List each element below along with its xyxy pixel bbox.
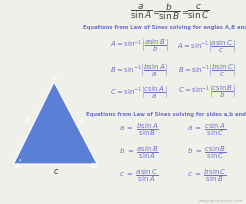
Text: b: b bbox=[25, 116, 30, 125]
Text: $a \ = \ \dfrac{b\sin A}{\sin B}$: $a \ = \ \dfrac{b\sin A}{\sin B}$ bbox=[119, 122, 159, 137]
Text: $c \ = \ \dfrac{b\sin C}{\sin B}$: $c \ = \ \dfrac{b\sin C}{\sin B}$ bbox=[187, 167, 226, 183]
Text: $C = \sin^{-1}\!\left[\dfrac{c\sin A}{a}\right]$: $C = \sin^{-1}\!\left[\dfrac{c\sin A}{a}… bbox=[110, 84, 168, 100]
Text: easycalculation.com: easycalculation.com bbox=[199, 198, 244, 202]
Text: $\dfrac{b}{\sin B}$: $\dfrac{b}{\sin B}$ bbox=[158, 1, 181, 22]
Text: Equations from Law of Sines solving for angles A,B and C: Equations from Law of Sines solving for … bbox=[83, 25, 246, 30]
Text: $B = \sin^{-1}\!\left[\dfrac{b\sin A}{a}\right]$: $B = \sin^{-1}\!\left[\dfrac{b\sin A}{a}… bbox=[110, 61, 168, 77]
Text: $C = \sin^{-1}\!\left[\dfrac{c\sin B}{b}\right]$: $C = \sin^{-1}\!\left[\dfrac{c\sin B}{b}… bbox=[178, 84, 236, 100]
Text: $A = \sin^{-1}\!\left[\dfrac{a\sin B}{b}\right]$: $A = \sin^{-1}\!\left[\dfrac{a\sin B}{b}… bbox=[110, 38, 168, 54]
Text: Equations from Law of Sines solving for sides a,b and c: Equations from Law of Sines solving for … bbox=[86, 112, 246, 117]
Text: $=$: $=$ bbox=[151, 7, 161, 16]
Text: a: a bbox=[79, 116, 83, 125]
Text: c: c bbox=[53, 166, 58, 175]
Text: $a \ = \ \dfrac{c\sin A}{\sin C}$: $a \ = \ \dfrac{c\sin A}{\sin C}$ bbox=[187, 122, 226, 137]
Text: B: B bbox=[91, 162, 96, 168]
Text: $B = \sin^{-1}\!\left[\dfrac{b\sin C}{c}\right]$: $B = \sin^{-1}\!\left[\dfrac{b\sin C}{c}… bbox=[178, 61, 236, 77]
Text: $\dfrac{a}{\sin A}$: $\dfrac{a}{\sin A}$ bbox=[130, 2, 153, 21]
Text: $b \ = \ \dfrac{c\sin B}{\sin C}$: $b \ = \ \dfrac{c\sin B}{\sin C}$ bbox=[187, 144, 226, 160]
Text: $b \ = \ \dfrac{a\sin B}{\sin A}$: $b \ = \ \dfrac{a\sin B}{\sin A}$ bbox=[119, 144, 159, 160]
Text: A: A bbox=[15, 162, 20, 168]
Text: C: C bbox=[52, 75, 57, 81]
Text: $\dfrac{c}{\sin C}$: $\dfrac{c}{\sin C}$ bbox=[187, 2, 209, 21]
Text: $=$: $=$ bbox=[180, 7, 189, 16]
Text: $c \ = \ \dfrac{a\sin C}{\sin A}$: $c \ = \ \dfrac{a\sin C}{\sin A}$ bbox=[119, 167, 159, 183]
Text: $A = \sin^{-1}\!\left[\dfrac{a\sin C}{c}\right]$: $A = \sin^{-1}\!\left[\dfrac{a\sin C}{c}… bbox=[177, 38, 236, 54]
Polygon shape bbox=[14, 83, 97, 164]
